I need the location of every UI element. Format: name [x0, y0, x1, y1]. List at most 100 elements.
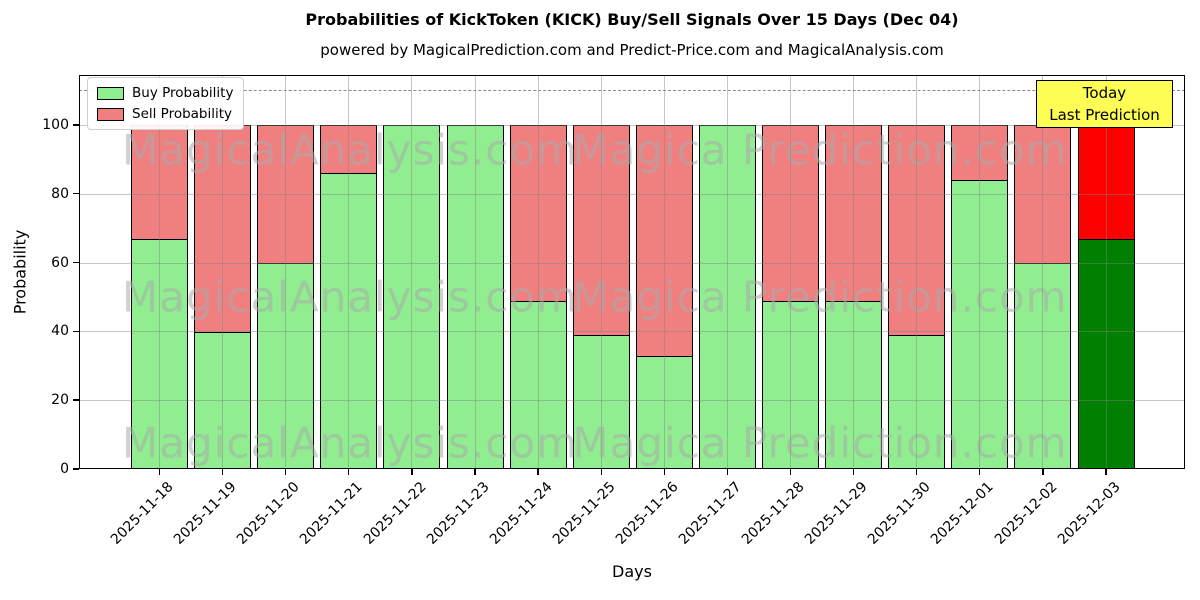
bar-segment-sell-2025-11-25: [572, 124, 630, 337]
bar-segment-buy-2025-12-02: [1014, 262, 1072, 469]
bar-segment-sell-2025-12-01: [951, 124, 1009, 182]
legend-item-sell: Sell Probability: [97, 106, 233, 122]
x-axis-label: Days: [612, 562, 652, 581]
x-tick-mark: [726, 469, 729, 475]
x-tick-mark: [411, 469, 413, 475]
x-tick-label: 2025-11-30: [865, 479, 935, 548]
x-tick-mark: [663, 469, 665, 475]
legend-label-sell: Sell Probability: [132, 106, 233, 122]
bar-segment-buy-2025-11-26: [635, 355, 693, 469]
v-gridline: [663, 75, 665, 469]
y-tick-mark: [73, 330, 79, 333]
x-tick-mark: [852, 469, 855, 475]
bar-segment-sell-2025-11-30: [888, 124, 946, 337]
bar-segment-sell-2025-12-02: [1014, 124, 1072, 264]
annotation-line1: Today: [1082, 84, 1127, 102]
bar-segment-sell-2025-11-20: [257, 124, 315, 264]
x-tick-label: 2025-11-19: [171, 479, 240, 548]
v-gridline: [790, 75, 791, 469]
x-tick-label: 2025-11-21: [297, 479, 367, 548]
y-tick-label: 40: [51, 323, 69, 340]
bar-segment-buy-2025-12-03: [1077, 238, 1135, 469]
v-gridline: [600, 75, 602, 469]
bar-segment-sell-2025-11-18: [131, 124, 188, 240]
x-tick-mark: [1105, 469, 1107, 475]
x-tick-mark: [600, 469, 602, 475]
bar-segment-sell-2025-11-26: [635, 124, 693, 357]
bar-segment-sell-2025-12-03: [1077, 124, 1135, 240]
plot-area: MagicalAnalysis.com Magica Prediction.com…: [79, 75, 1185, 469]
x-tick-label: 2025-11-26: [612, 479, 682, 548]
bar-segment-buy-2025-11-18: [131, 238, 188, 469]
bar-segment-buy-2025-11-24: [509, 300, 567, 469]
x-tick-label: 2025-11-25: [549, 479, 619, 548]
y-axis-label: Probability: [10, 229, 30, 315]
annotation-line2: Last Prediction: [1049, 106, 1160, 124]
v-gridline: [159, 75, 160, 469]
x-tick-label: 2025-11-20: [234, 479, 304, 548]
x-tick-mark: [916, 469, 918, 475]
today-annotation-box: Today Last Prediction: [1036, 80, 1173, 128]
h-gridline: [79, 331, 1185, 333]
v-gridline: [726, 75, 728, 469]
x-tick-label: 2025-11-22: [360, 479, 430, 548]
y-tick-label: 60: [51, 254, 69, 271]
x-tick-mark: [221, 469, 224, 475]
bar-segment-sell-2025-11-29: [825, 124, 883, 302]
x-tick-label: 2025-11-24: [486, 479, 556, 548]
x-tick-mark: [1042, 469, 1044, 475]
y-tick-label: 0: [60, 461, 69, 477]
bar-segment-buy-2025-11-27: [698, 124, 756, 469]
v-gridline: [285, 75, 287, 469]
bar-segment-buy-2025-11-23: [446, 124, 504, 469]
bar-segment-buy-2025-11-21: [320, 173, 378, 469]
sell-color-swatch: [97, 107, 124, 121]
y-tick-mark: [73, 193, 79, 195]
bar-segment-sell-2025-11-28: [762, 124, 819, 302]
x-tick-label: 2025-12-01: [928, 479, 998, 548]
y-tick-label: 80: [51, 185, 69, 202]
x-tick-label: 2025-12-02: [991, 479, 1061, 548]
chart-title: Probabilities of KickToken (KICK) Buy/Se…: [305, 10, 959, 29]
v-gridline: [348, 75, 350, 469]
v-gridline: [853, 75, 855, 469]
y-tick-label: 20: [51, 392, 69, 409]
x-tick-label: 2025-11-28: [738, 479, 808, 548]
bar-segment-sell-2025-11-19: [194, 124, 252, 333]
v-gridline: [1042, 75, 1044, 469]
x-tick-mark: [158, 469, 161, 475]
x-tick-mark: [474, 469, 476, 475]
v-gridline: [474, 75, 476, 469]
legend: Buy Probability Sell Probability: [87, 77, 245, 130]
x-tick-label: 2025-11-29: [802, 479, 871, 548]
buy-color-swatch: [97, 86, 124, 100]
x-tick-label: 2025-11-27: [675, 479, 745, 548]
x-tick-mark: [348, 469, 350, 475]
x-tick-label: 2025-12-03: [1054, 479, 1124, 548]
y-tick-mark: [73, 399, 79, 401]
v-gridline: [916, 75, 918, 469]
x-tick-mark: [979, 469, 981, 475]
v-gridline: [979, 75, 981, 469]
v-gridline: [537, 75, 539, 469]
bar-segment-buy-2025-11-29: [825, 300, 883, 469]
legend-label-buy: Buy Probability: [132, 85, 234, 101]
bar-segment-sell-2025-11-21: [320, 124, 378, 175]
y-tick-label: 100: [42, 116, 69, 133]
y-tick-mark: [73, 124, 79, 126]
x-tick-mark: [537, 469, 539, 475]
x-tick-mark: [789, 469, 792, 475]
h-gridline: [79, 400, 1185, 402]
bar-segment-sell-2025-11-24: [509, 124, 567, 302]
legend-item-buy: Buy Probability: [97, 85, 233, 101]
x-tick-mark: [285, 469, 287, 475]
bar-segment-buy-2025-11-25: [572, 334, 630, 469]
bar-segment-buy-2025-11-20: [257, 262, 315, 469]
threshold-dashed-line: [79, 90, 1185, 92]
h-gridline: [79, 193, 1185, 195]
bar-segment-buy-2025-12-01: [951, 179, 1009, 469]
chart-subtitle: powered by MagicalPrediction.com and Pre…: [320, 41, 944, 59]
y-tick-mark: [73, 261, 79, 264]
h-gridline: [79, 124, 1185, 126]
